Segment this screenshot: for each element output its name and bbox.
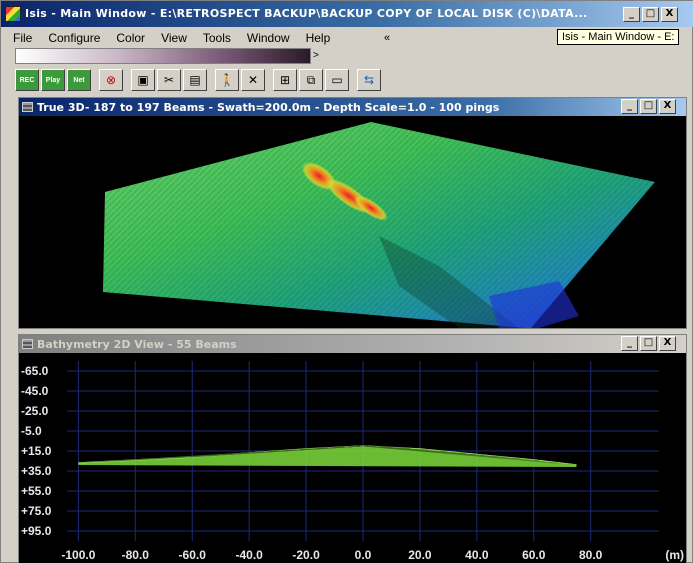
true-3d-title: True 3D- 187 to 197 Beams - Swath=200.0m… (37, 101, 500, 114)
main-maximize-button[interactable]: □ (642, 7, 659, 22)
true-3d-maximize-button[interactable]: □ (640, 99, 657, 114)
menu-window[interactable]: Window (246, 31, 290, 45)
x-tick-label: -80.0 (122, 548, 150, 562)
true-3d-viewport[interactable] (19, 116, 686, 328)
person-button[interactable]: 🚶 (215, 69, 239, 91)
bathymetry-chart: -65.0 -45.0 -25.0 -5.0 +15.0 +35.0 +55.0 +75.0 +… (21, 361, 684, 562)
sonar-beam-ray (362, 445, 577, 466)
y-tick-label: +55.0 (21, 484, 52, 498)
connect-button[interactable]: ⇆ (357, 69, 381, 91)
x-tick-label: -100.0 (61, 548, 95, 562)
menu-help[interactable]: Help (305, 31, 331, 45)
bathymetry-2d-viewport[interactable]: -65.0 -45.0 -25.0 -5.0 +15.0 +35.0 +55.0 +75.0 +… (19, 353, 686, 563)
y-tick-label: +35.0 (21, 464, 52, 478)
true-3d-title-bar[interactable]: True 3D- 187 to 197 Beams - Swath=200.0m… (19, 98, 686, 116)
y-tick-label: +95.0 (21, 524, 52, 538)
menu-configure[interactable]: Configure (48, 31, 101, 45)
bathymetry-2d-title-bar[interactable]: Bathymetry 2D View - 55 Beams _ □ X (19, 335, 686, 353)
x-tick-label: 40.0 (465, 548, 489, 562)
bathymetry-profile-fill (78, 446, 577, 467)
tools-button[interactable]: ✕ (241, 69, 265, 91)
menu-file[interactable]: File (13, 31, 33, 45)
tile-button[interactable]: ⊞ (273, 69, 297, 91)
palette-arrow-icon[interactable]: > (313, 50, 319, 61)
toolbar: REC Play Net ⊗ ▣ ✂ ▤ 🚶 ✕ ⊞ ⧉ ▭ ⇆ (15, 68, 383, 92)
y-tick-label: -45.0 (21, 384, 49, 398)
true-3d-minimize-button[interactable]: _ (621, 99, 638, 114)
isis-app-icon[interactable] (5, 6, 21, 22)
play-button[interactable]: Play (41, 69, 65, 91)
deep-region (489, 281, 579, 328)
y-tick-label: -25.0 (21, 404, 49, 418)
shadow-region (379, 236, 519, 328)
net-button[interactable]: Net (67, 69, 91, 91)
bathymetry-2d-minimize-button[interactable]: _ (621, 336, 638, 351)
main-window-controls: _ □ X (623, 7, 678, 22)
cascade-button[interactable]: ⧉ (299, 69, 323, 91)
menu-bar: File Configure Color View Tools Window H… (1, 29, 338, 47)
print-button[interactable]: ▤ (183, 69, 207, 91)
save-button[interactable]: ▣ (131, 69, 155, 91)
stop-button[interactable]: ⊗ (99, 69, 123, 91)
x-tick-label: -20.0 (292, 548, 320, 562)
bathymetry-2d-window: Bathymetry 2D View - 55 Beams _ □ X -65.… (18, 334, 687, 563)
window-icon (22, 102, 33, 112)
window-button[interactable]: ▭ (325, 69, 349, 91)
seafloor-texture (103, 122, 655, 328)
seafloor-3d-surface (103, 122, 655, 328)
x-tick-label: 0.0 (355, 548, 372, 562)
x-unit-label: (m) (665, 548, 684, 562)
window-icon (22, 339, 33, 349)
y-tick-label: +15.0 (21, 444, 52, 458)
x-tick-label: 60.0 (522, 548, 546, 562)
menu-tools[interactable]: Tools (202, 31, 231, 45)
y-tick-label: -65.0 (21, 364, 49, 378)
bathymetry-2d-close-button[interactable]: X (659, 336, 676, 351)
main-title-bar[interactable]: Isis - Main Window - E:\RETROSPECT BACKU… (1, 1, 693, 27)
menu-overflow-chevron-icon[interactable]: « (384, 32, 391, 44)
x-tick-label: 20.0 (408, 548, 432, 562)
rec-button[interactable]: REC (15, 69, 39, 91)
true-3d-window: True 3D- 187 to 197 Beams - Swath=200.0m… (18, 97, 687, 329)
ridge-highlight (354, 195, 388, 221)
cut-button[interactable]: ✂ (157, 69, 181, 91)
bathymetry-2d-maximize-button[interactable]: □ (640, 336, 657, 351)
bathymetry-2d-title: Bathymetry 2D View - 55 Beams (37, 338, 237, 351)
main-minimize-button[interactable]: _ (623, 7, 640, 22)
true-3d-close-button[interactable]: X (659, 99, 676, 114)
main-window-title: Isis - Main Window - E:\RETROSPECT BACKU… (25, 7, 588, 20)
x-tick-label: -40.0 (235, 548, 263, 562)
menu-view[interactable]: View (161, 31, 187, 45)
menu-color[interactable]: Color (116, 31, 146, 45)
y-tick-label: -5.0 (21, 424, 42, 438)
y-tick-label: +75.0 (21, 504, 52, 518)
title-tooltip: Isis - Main Window - E: (557, 29, 680, 45)
color-palette-bar[interactable] (15, 48, 311, 64)
bathymetry-2d-controls: _ □ X (621, 336, 676, 351)
main-close-button[interactable]: X (661, 7, 678, 22)
x-tick-label: -60.0 (179, 548, 207, 562)
x-tick-label: 80.0 (579, 548, 603, 562)
true-3d-controls: _ □ X (621, 99, 676, 114)
